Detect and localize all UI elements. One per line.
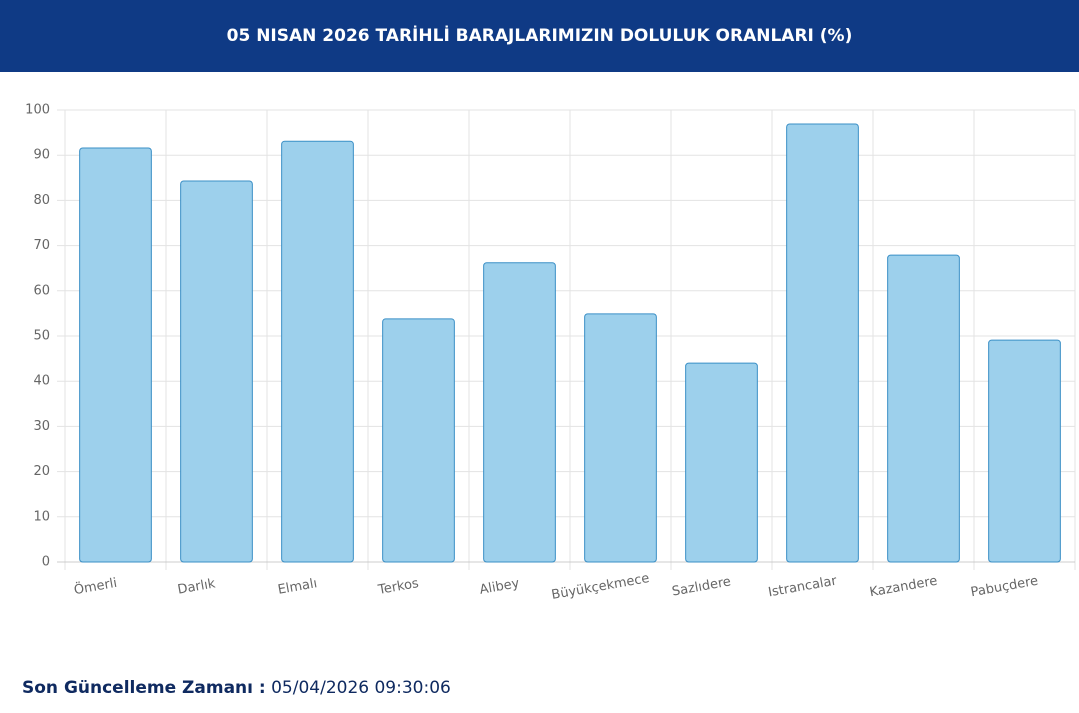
bar (483, 262, 556, 563)
x-tick-label: Büyükçekmece (550, 571, 650, 603)
y-tick-label: 30 (33, 419, 50, 434)
update-time: 05/04/2026 09:30:06 (271, 678, 451, 698)
bar (988, 339, 1061, 563)
x-tick-label: Alibey (478, 576, 520, 598)
y-tick-label: 70 (33, 238, 50, 253)
bar (786, 123, 859, 563)
bar (79, 147, 152, 563)
x-tick-label: Elmalı (277, 576, 319, 598)
x-tick-label: Terkos (376, 576, 420, 598)
y-tick-label: 80 (33, 193, 50, 208)
y-tick-label: 50 (33, 329, 50, 344)
x-tick-label: Ömerli (72, 574, 118, 598)
y-tick-label: 90 (33, 148, 50, 163)
bar (685, 362, 758, 563)
y-tick-label: 20 (33, 464, 50, 479)
y-tick-label: 100 (25, 103, 50, 118)
x-tick-label: Istrancalar (767, 573, 838, 600)
chart: 0 10 20 30 40 50 60 70 80 90 100 Ömerli Darlık Elmalı… (25, 103, 1076, 603)
bar (281, 140, 354, 563)
chart-title: 05 NISAN 2026 TARİHLİ BARAJLARIMIZIN DOL… (0, 0, 1079, 72)
footer: Son Güncelleme Zamanı : 05/04/2026 09:30… (22, 678, 451, 698)
bar (887, 254, 960, 563)
update-label: Son Güncelleme Zamanı : (22, 678, 266, 698)
x-tick-label: Kazandere (868, 574, 938, 601)
y-tick-label: 40 (33, 374, 50, 389)
y-tick-label: 0 (42, 555, 50, 570)
bar (382, 318, 455, 563)
x-tick-label: Pabuçdere (970, 574, 1040, 601)
y-tick-label: 10 (33, 509, 50, 524)
x-tick-label: Sazlıdere (671, 574, 732, 599)
x-tick-label: Darlık (176, 576, 217, 597)
bar (180, 180, 253, 563)
bar (584, 313, 657, 563)
y-tick-label: 60 (33, 283, 50, 298)
